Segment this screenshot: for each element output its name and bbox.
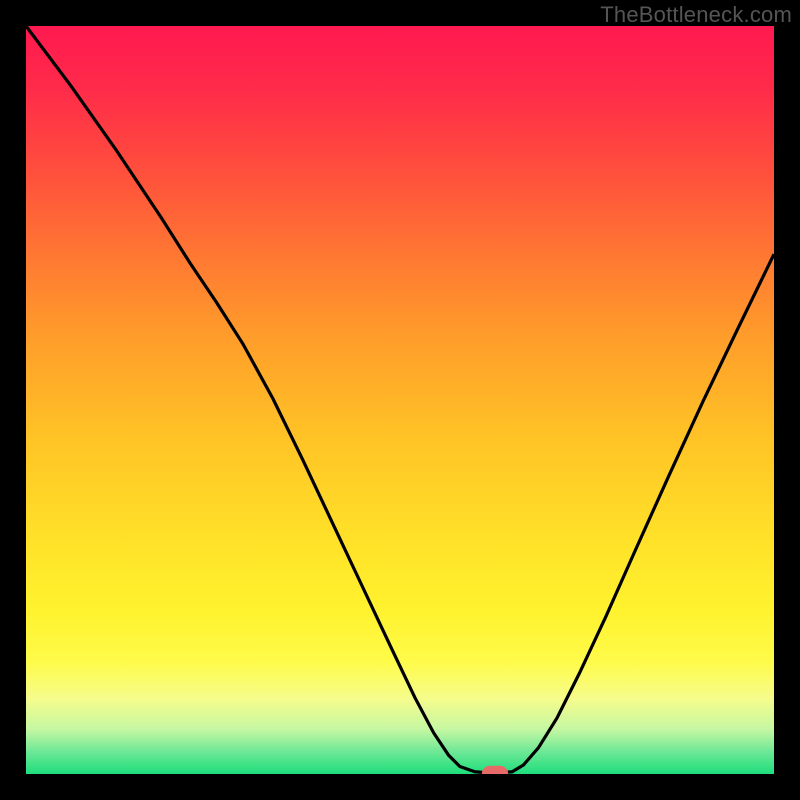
- watermark-text: TheBottleneck.com: [600, 2, 792, 28]
- plot-border: [0, 0, 800, 800]
- chart-frame: TheBottleneck.com: [0, 0, 800, 800]
